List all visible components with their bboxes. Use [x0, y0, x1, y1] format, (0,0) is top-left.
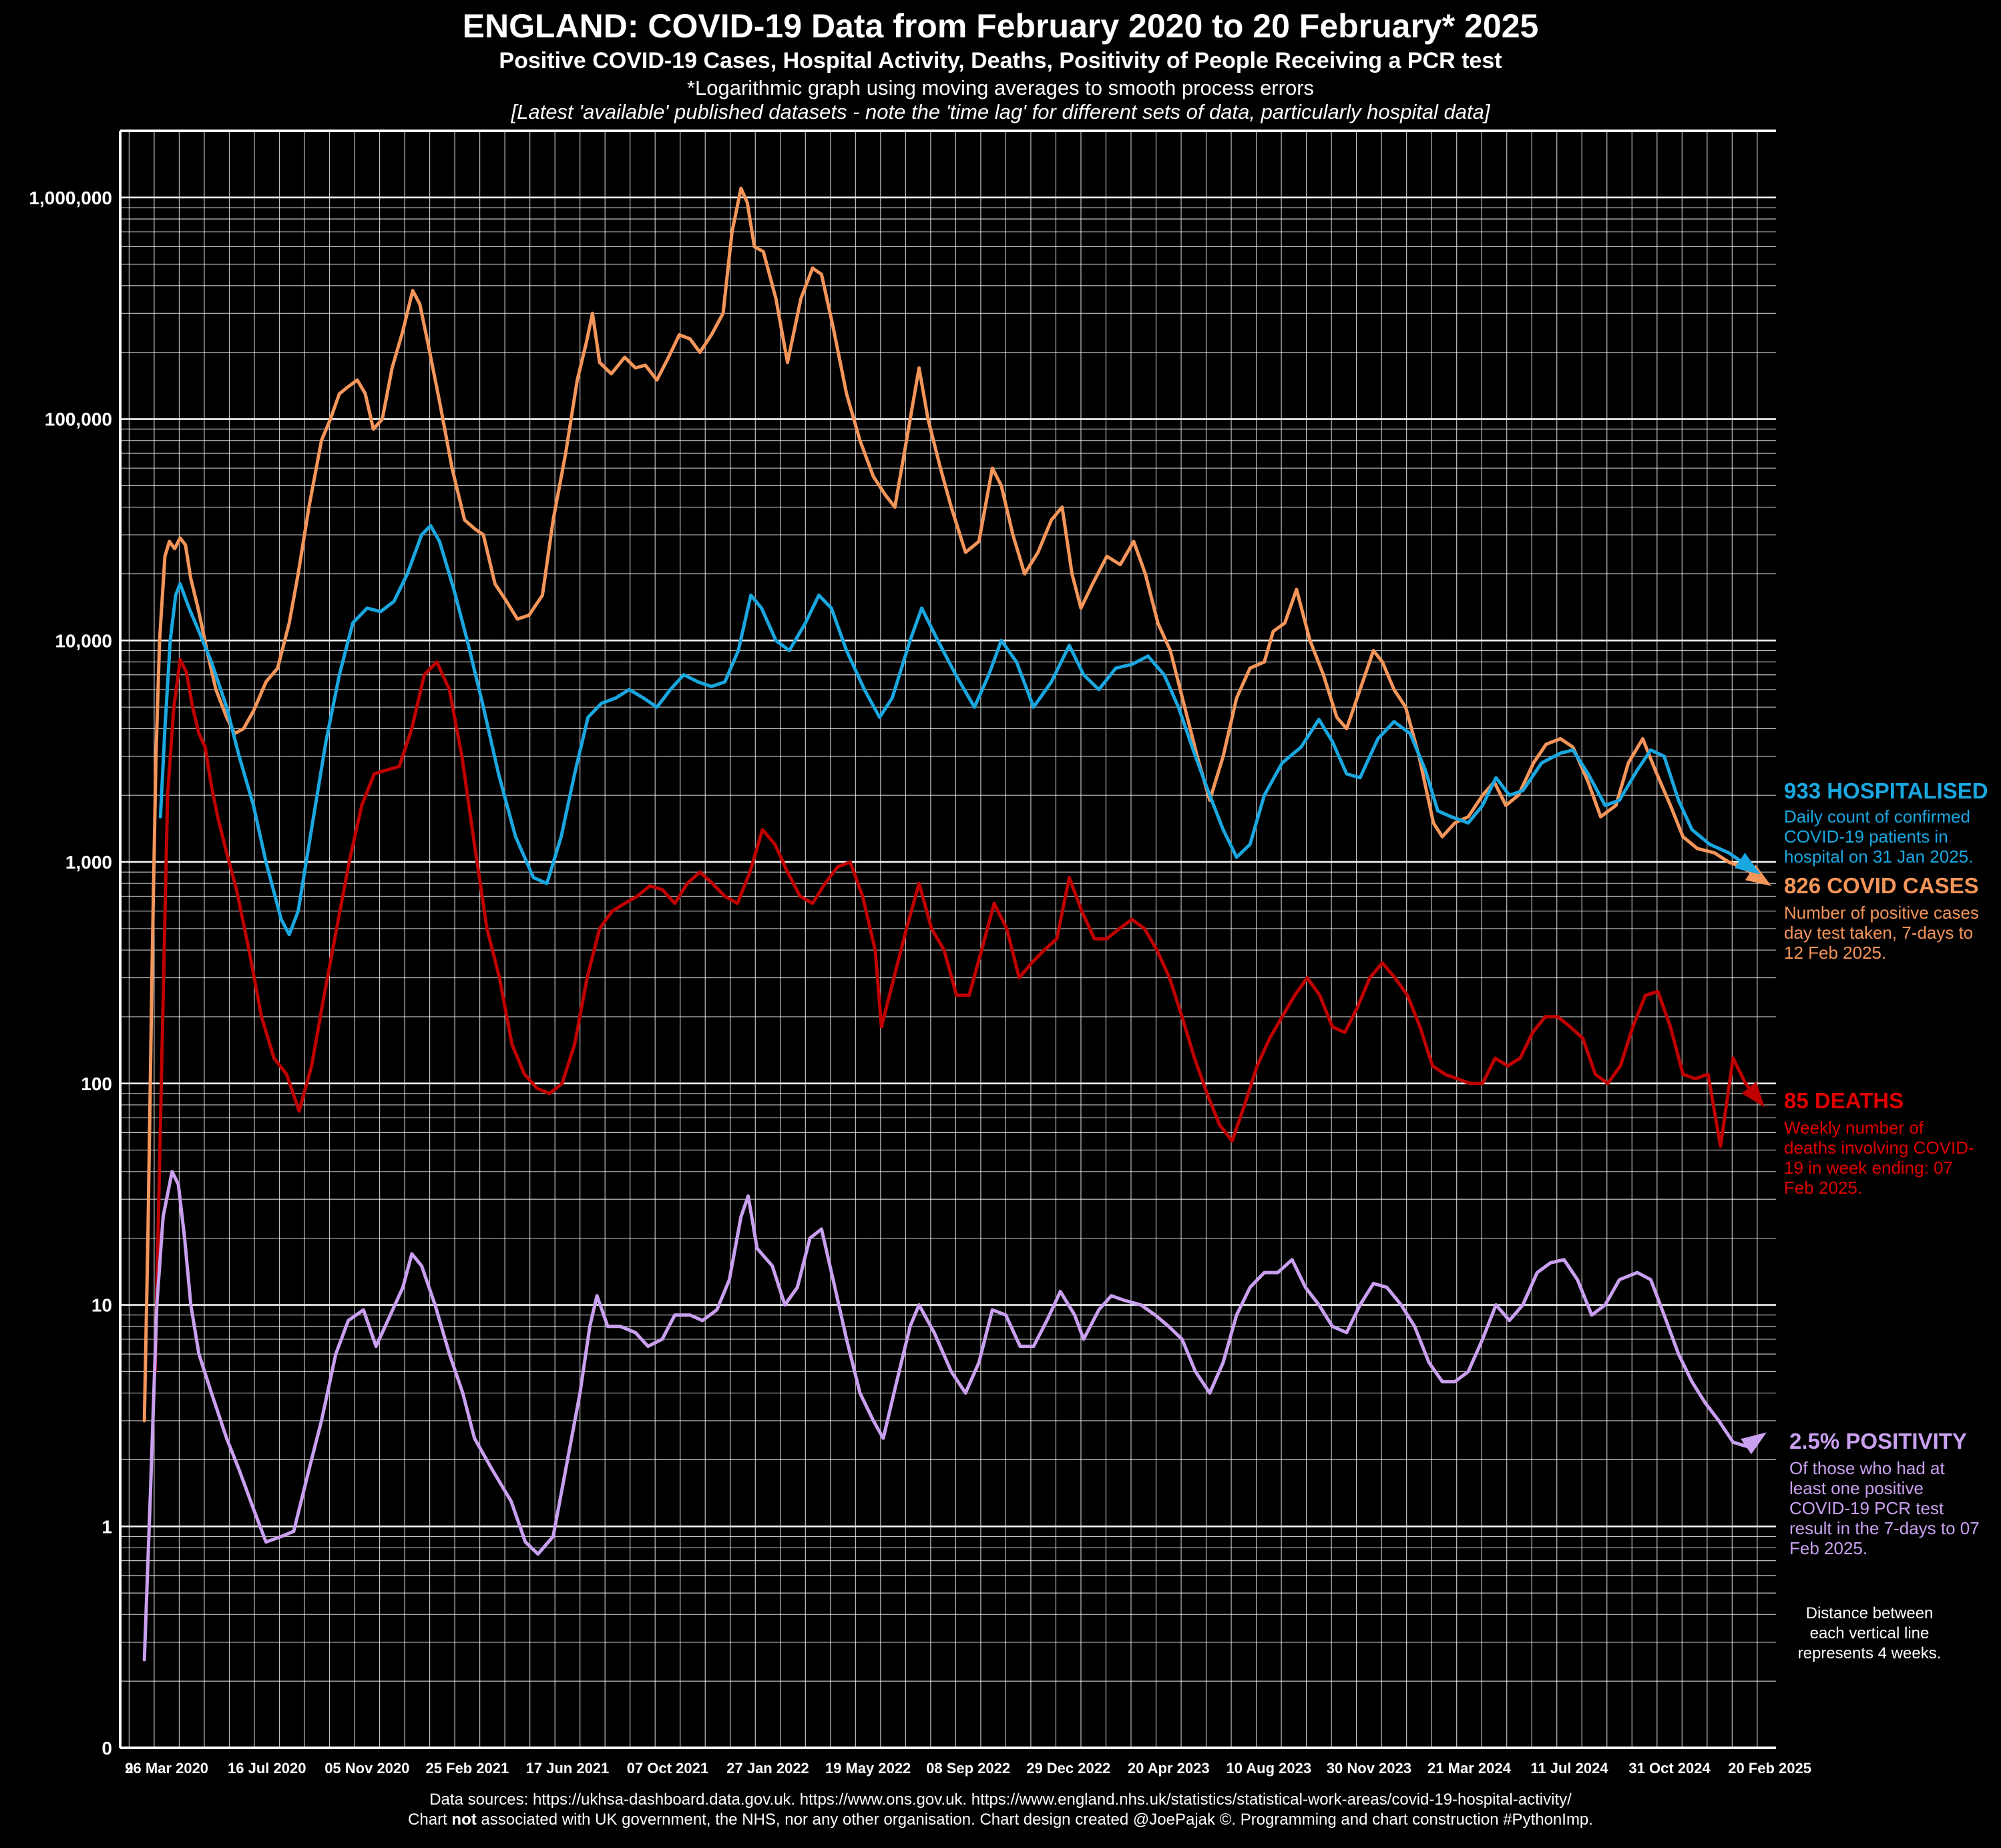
x-tick-label: 16 Jul 2020 — [228, 1760, 306, 1777]
y-tick-label: 1,000 — [65, 852, 112, 873]
grid-lines — [120, 130, 1776, 1749]
deaths-line — [153, 658, 1760, 1373]
positivity-line — [142, 1170, 1760, 1662]
y-tick-label: 0 — [101, 1738, 112, 1759]
x-tick-label: 31 Oct 2024 — [1628, 1760, 1711, 1777]
y-tick-label: 100,000 — [45, 409, 112, 430]
disclaimer: Chart not associated with UK government,… — [408, 1811, 1593, 1829]
plot-frame — [119, 130, 1776, 1749]
x-tick-label: 17 Jun 2021 — [526, 1760, 610, 1777]
x-tick-label: 20 Apr 2023 — [1128, 1760, 1210, 1777]
chart-title: ENGLAND: COVID-19 Data from February 202… — [462, 7, 1539, 45]
x-tick-label: 21 Mar 2024 — [1427, 1760, 1512, 1777]
grid-spacing-note: Distance between each vertical line repr… — [1797, 1604, 1942, 1662]
cases-annotation-title: 826 COVID CASES — [1784, 873, 1979, 898]
cases-line — [142, 186, 1765, 1423]
hospitalised-annotation-title: 933 HOSPITALISED — [1784, 778, 1988, 803]
chart-note: *Logarithmic graph using moving averages… — [686, 76, 1315, 99]
x-tick-label: 26 Mar 2020 — [125, 1760, 208, 1777]
x-tick-label: 07 Oct 2021 — [627, 1760, 708, 1777]
chart-subtitle: Positive COVID-19 Cases, Hospital Activi… — [499, 48, 1502, 73]
x-tick-label: 27 Jan 2022 — [726, 1760, 809, 1777]
series-lines — [142, 186, 1771, 1662]
cases-annotation-text: Number of positive cases day test taken,… — [1784, 903, 1979, 963]
x-tick-label: 25 Feb 2021 — [425, 1760, 509, 1777]
y-tick-label: 10 — [91, 1295, 112, 1316]
x-tick-label: 9 — [125, 1760, 133, 1777]
chart-note-2: [Latest 'available' published datasets -… — [511, 100, 1490, 124]
deaths-annotation-text: Weekly number of deaths involving COVID-… — [1784, 1118, 1974, 1198]
hospitalised-end-arrow — [1734, 853, 1761, 875]
axis-labels: 0 1 10 100 1,000 10,000 100,000 1,000,000 926 Ma… — [29, 188, 1811, 1777]
data-sources: Data sources: https://ukhsa-dashboard.da… — [429, 1791, 1572, 1809]
deaths-end-arrow — [1741, 1082, 1765, 1108]
x-tick-label: 10 Aug 2023 — [1227, 1760, 1312, 1777]
y-tick-label: 1,000,000 — [29, 188, 112, 208]
x-tick-label: 05 Nov 2020 — [324, 1760, 409, 1777]
x-tick-label: 08 Sep 2022 — [926, 1760, 1010, 1777]
y-tick-label: 10,000 — [55, 630, 112, 651]
positivity-end-arrow — [1741, 1432, 1767, 1455]
x-tick-label: 29 Dec 2022 — [1026, 1760, 1110, 1777]
positivity-annotation-text: Of those who had at least one positive C… — [1789, 1458, 1980, 1558]
y-tick-label: 1 — [101, 1516, 112, 1537]
hospitalised-line — [158, 523, 1754, 937]
x-tick-label: 30 Nov 2023 — [1327, 1760, 1411, 1777]
x-tick-label: 11 Jul 2024 — [1530, 1760, 1608, 1777]
hospitalised-annotation-text: Daily count of confirmed COVID-19 patien… — [1784, 806, 1974, 867]
positivity-annotation-title: 2.5% POSITIVITY — [1789, 1429, 1967, 1453]
cases-end-arrow — [1745, 864, 1771, 887]
x-tick-label: 20 Feb 2025 — [1728, 1760, 1811, 1777]
deaths-annotation-title: 85 DEATHS — [1784, 1088, 1904, 1113]
y-tick-label: 100 — [81, 1074, 112, 1094]
x-tick-label: 19 May 2022 — [825, 1760, 911, 1777]
